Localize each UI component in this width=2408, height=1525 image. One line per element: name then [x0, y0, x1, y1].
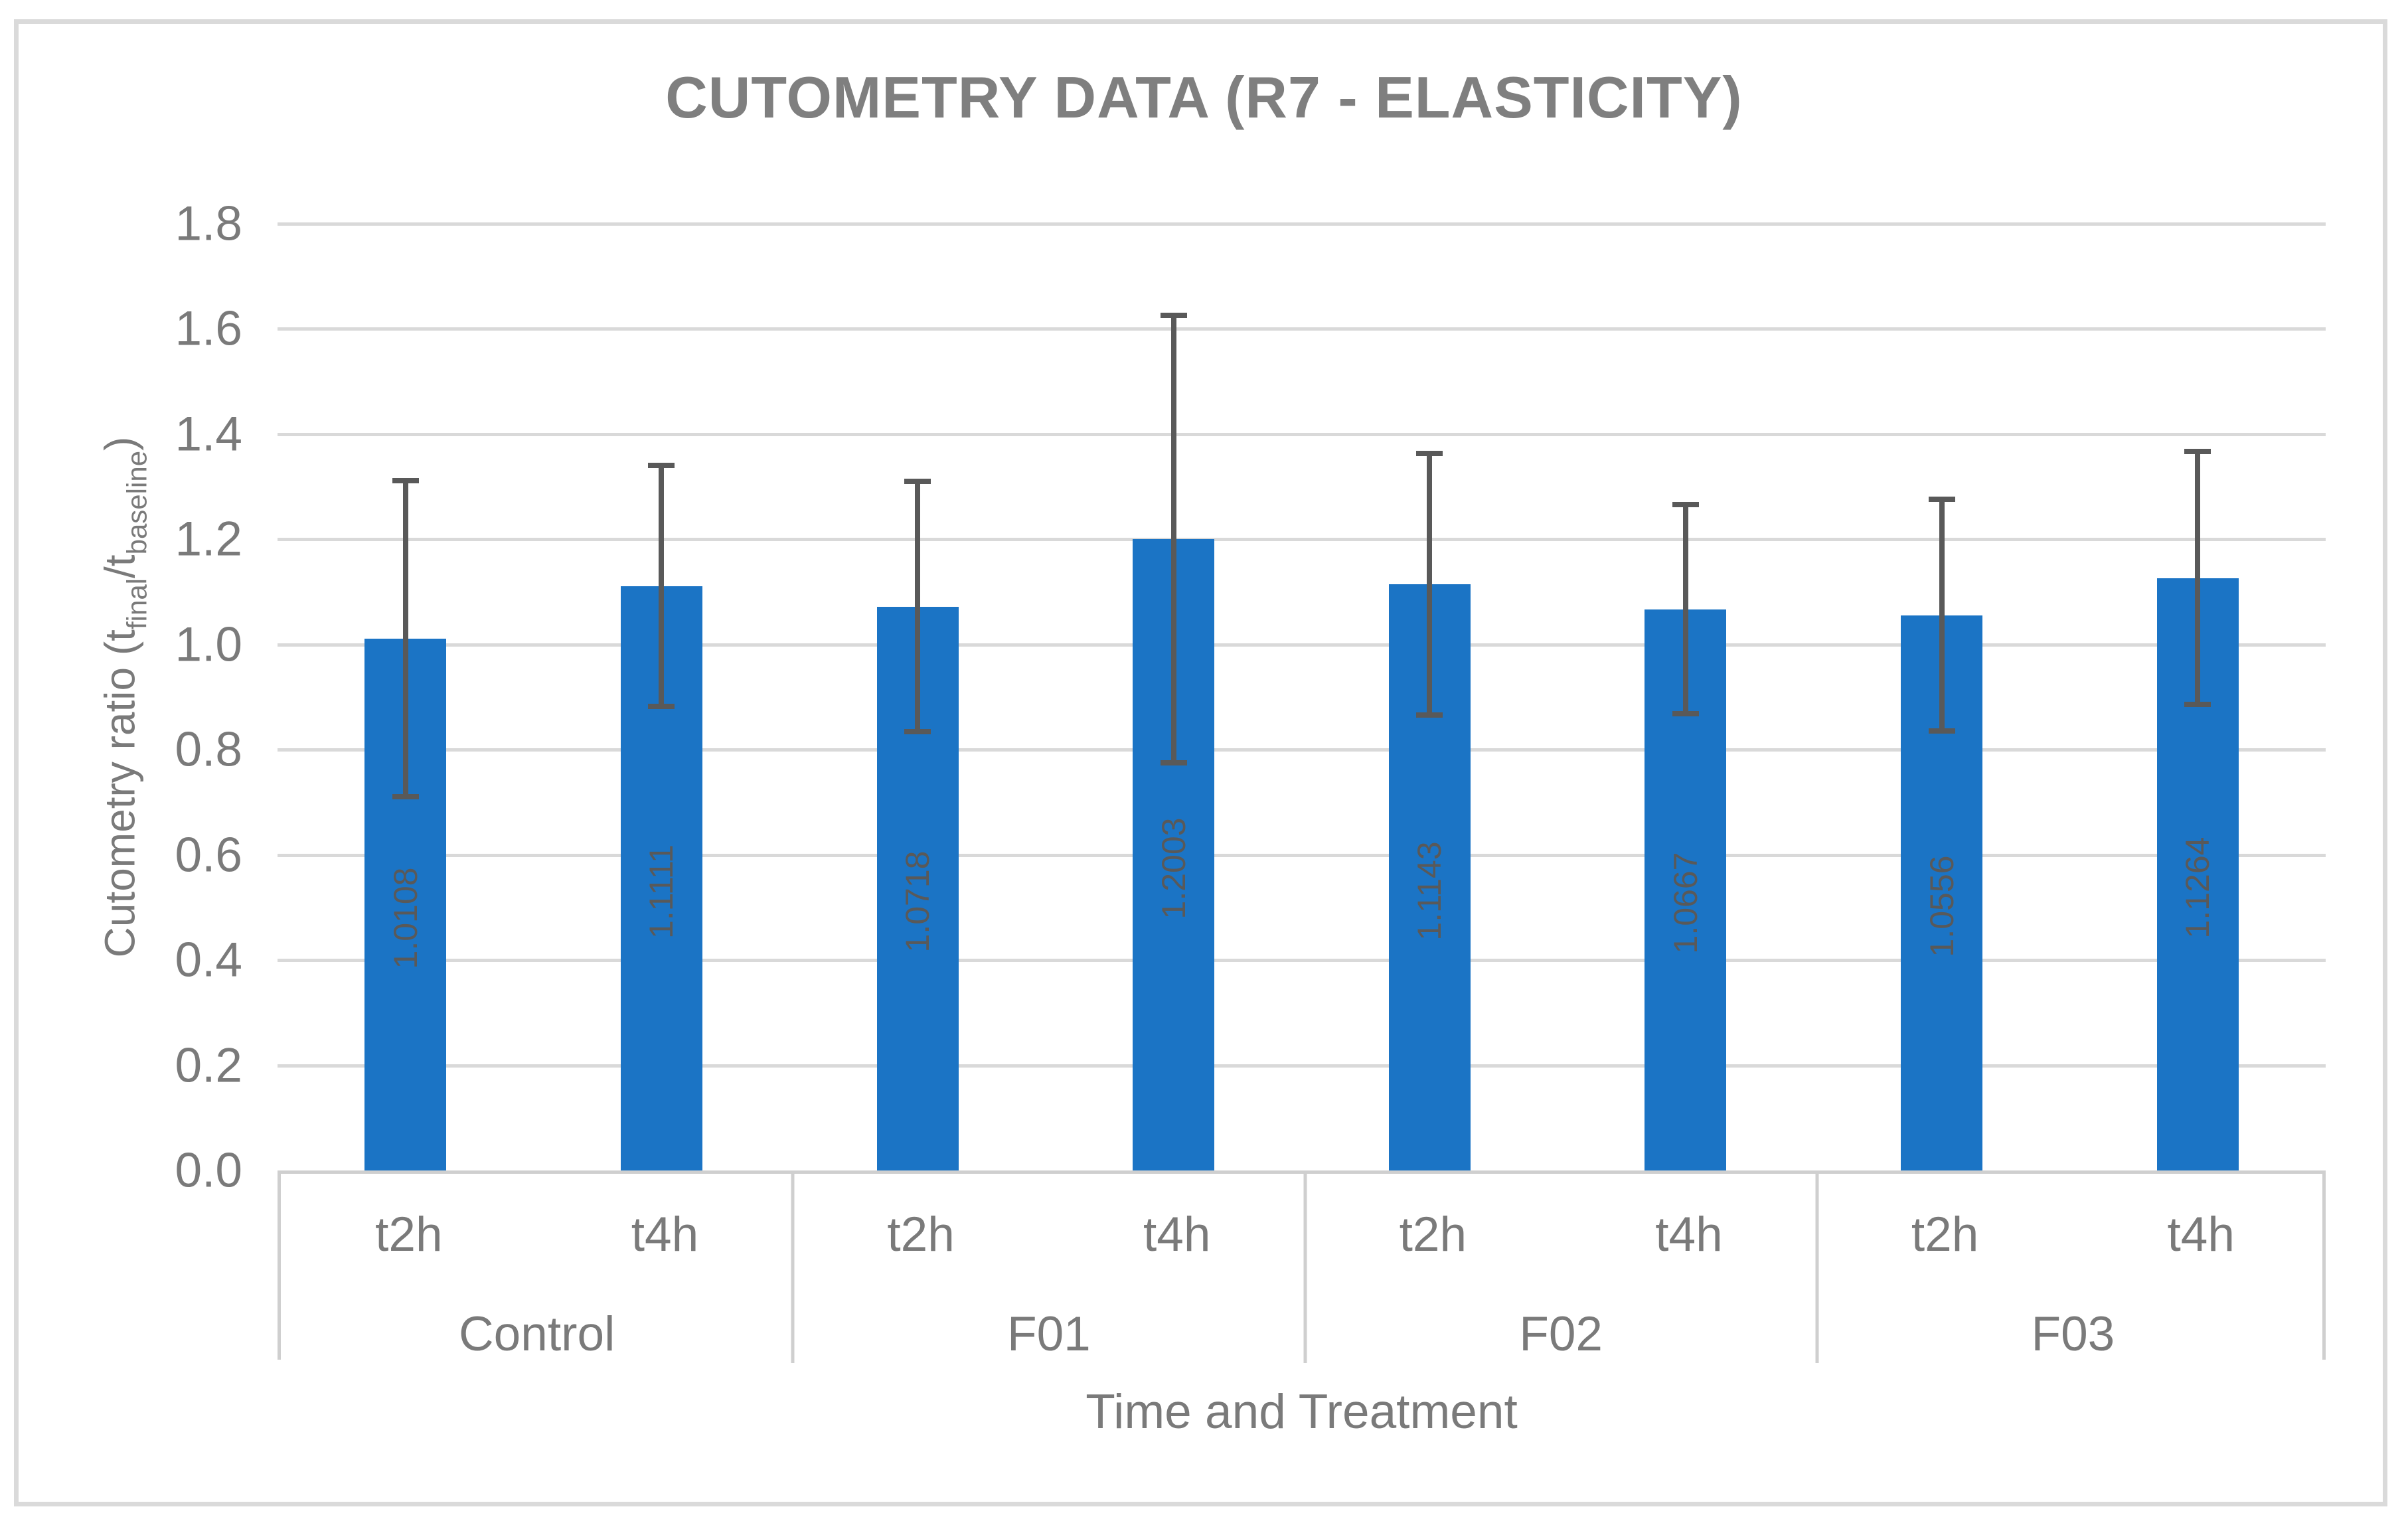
y-tick-label: 0.8: [175, 722, 242, 777]
gridline: [278, 853, 2326, 857]
error-bar-cap-top: [2184, 449, 2211, 455]
error-bar-cap-bottom: [1160, 760, 1187, 765]
gridline: [278, 959, 2326, 963]
bar-value-label: 1.2003: [1155, 817, 1192, 920]
error-bar-line: [1682, 502, 1688, 717]
time-label: t4h: [2167, 1208, 2235, 1261]
y-tick-label: 0.0: [175, 1143, 242, 1198]
error-bar-cap-bottom: [1416, 712, 1443, 718]
gridline: [278, 643, 2326, 647]
y-tick-label: 0.6: [175, 828, 242, 882]
category-group-separator: [1303, 1174, 1307, 1363]
error-bar-cap-bottom: [1672, 711, 1699, 717]
error-bar-line: [2195, 449, 2201, 708]
time-label: t4h: [1655, 1208, 1723, 1261]
error-bar-cap-top: [1416, 451, 1443, 457]
time-label: t4h: [631, 1208, 699, 1261]
group-label-Control: Control: [458, 1307, 615, 1361]
chart-title: CUTOMETRY DATA (R7 - ELASTICITY): [665, 64, 1743, 130]
bar-value-label: 1.0667: [1666, 852, 1704, 954]
error-bar-cap-bottom: [648, 704, 675, 710]
bar-value-label: 1.1143: [1411, 841, 1449, 941]
error-bar-line: [659, 462, 665, 710]
y-tick-label: 1.2: [175, 512, 242, 566]
error-bar-cap-bottom: [904, 729, 931, 735]
error-bar-cap-bottom: [2184, 702, 2211, 708]
error-bar-cap-bottom: [392, 794, 419, 800]
time-label: t2h: [375, 1208, 443, 1261]
y-tick-label: 0.2: [175, 1038, 242, 1093]
gridline: [278, 222, 2326, 226]
gridline: [278, 1064, 2326, 1068]
error-bar-line: [915, 479, 921, 735]
time-label: t4h: [1143, 1208, 1211, 1261]
error-bar-line: [1170, 312, 1176, 765]
error-bar-cap-top: [1672, 502, 1699, 508]
bar-value-label: 1.1111: [643, 844, 681, 939]
error-bar-cap-top: [1928, 497, 1955, 503]
error-bar-cap-top: [904, 479, 931, 485]
bar-value-label: 1.0108: [386, 867, 424, 969]
error-bar-cap-top: [1160, 312, 1187, 318]
error-bar-cap-bottom: [1928, 728, 1955, 734]
gridline: [278, 432, 2326, 436]
plot-area: [278, 222, 2326, 1170]
bar-value-label: 1.1264: [2179, 837, 2217, 939]
x-axis-title: Time and Treatment: [1085, 1385, 1518, 1439]
group-label-F03: F03: [2031, 1307, 2115, 1361]
bar-value-label: 1.0556: [1923, 855, 1961, 957]
group-label-F02: F02: [1519, 1307, 1603, 1361]
error-bar-line: [402, 477, 408, 800]
category-group-separator: [1815, 1174, 1819, 1363]
error-bar-line: [1939, 497, 1945, 734]
gridline: [278, 327, 2326, 331]
y-tick-label: 1.8: [175, 197, 242, 251]
y-tick-label: 1.4: [175, 407, 242, 461]
category-group-separator: [791, 1174, 795, 1363]
y-tick-label: 1.6: [175, 301, 242, 356]
y-tick-label: 0.4: [175, 933, 242, 987]
category-axis: Control F01 F02 F03 t2h t4h t2h t4h t2h t4h t2h t4h: [278, 1170, 2326, 1363]
error-bar-line: [1427, 451, 1433, 718]
error-bar-cap-top: [392, 477, 419, 483]
gridline: [278, 538, 2326, 542]
time-label: t2h: [1399, 1208, 1467, 1261]
time-label: t2h: [887, 1208, 955, 1261]
y-tick-label: 1.0: [175, 617, 242, 672]
bar-value-label: 1.0718: [899, 850, 937, 953]
error-bar-cap-top: [648, 462, 675, 468]
y-axis-title-text: Cutometry ratio (t: [96, 629, 144, 958]
gridline: [278, 748, 2326, 752]
group-label-F01: F01: [1006, 1307, 1091, 1361]
time-label: t2h: [1911, 1208, 1979, 1261]
